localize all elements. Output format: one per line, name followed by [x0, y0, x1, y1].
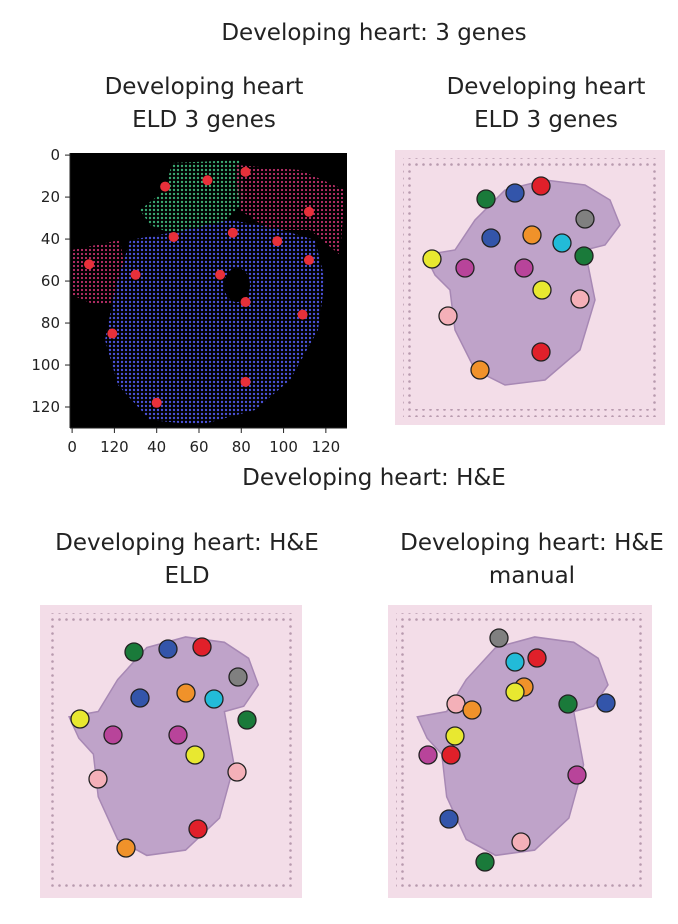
landmark — [70, 709, 90, 729]
landmark — [158, 639, 178, 659]
point — [107, 328, 118, 339]
landmark — [188, 819, 208, 839]
y-tick-label: 20 — [41, 188, 60, 206]
landmark — [574, 246, 594, 266]
landmark — [227, 762, 247, 782]
panel-title: Developing heart: H&E — [55, 530, 319, 556]
x-tick-label: 40 — [147, 438, 166, 456]
y-tick-label: 100 — [31, 356, 60, 374]
landmark — [505, 183, 525, 203]
point — [240, 376, 251, 387]
point — [303, 206, 314, 217]
landmark — [185, 745, 205, 765]
y-tick-label: 80 — [41, 314, 60, 332]
landmark — [470, 360, 490, 380]
landmark — [88, 769, 108, 789]
landmark — [124, 642, 144, 662]
landmark — [130, 688, 150, 708]
landmark — [204, 689, 224, 709]
y-tick-label: 60 — [41, 272, 60, 290]
landmark — [116, 838, 136, 858]
landmark — [237, 710, 257, 730]
panel-title: Developing heart: H&E — [400, 530, 664, 556]
landmark — [505, 652, 525, 672]
landmark — [441, 745, 461, 765]
landmark — [462, 700, 482, 720]
landmark — [476, 189, 496, 209]
point — [130, 269, 141, 280]
x-tick-label: 120 — [100, 438, 129, 456]
heading: Developing heart: H&E — [242, 465, 506, 491]
landmark — [192, 637, 212, 657]
point — [297, 309, 308, 320]
point — [227, 227, 238, 238]
panel-title: ELD 3 genes — [132, 107, 276, 133]
landmark — [481, 228, 501, 248]
landmark — [531, 176, 551, 196]
landmark — [558, 694, 578, 714]
landmark — [489, 628, 509, 648]
panel-title: Developing heart — [105, 74, 304, 100]
landmark — [228, 667, 248, 687]
landmark — [505, 682, 525, 702]
y-tick-label: 120 — [31, 398, 60, 416]
landmark — [438, 306, 458, 326]
landmark — [455, 258, 475, 278]
slide-border — [403, 158, 657, 417]
tissue-hole — [224, 268, 250, 302]
x-tick-label: 120 — [312, 438, 341, 456]
landmark — [176, 683, 196, 703]
landmark — [522, 225, 542, 245]
heading: Developing heart: 3 genes — [221, 20, 526, 46]
landmark — [446, 694, 466, 714]
landmark — [103, 725, 123, 745]
tissue-region — [105, 220, 325, 425]
landmark — [445, 726, 465, 746]
landmark — [475, 852, 495, 872]
landmark — [552, 233, 572, 253]
y-tick-label: 0 — [50, 146, 60, 164]
point — [215, 269, 226, 280]
panel-title: ELD — [164, 563, 209, 589]
landmark — [418, 745, 438, 765]
landmark — [422, 249, 442, 269]
point — [160, 181, 171, 192]
panel-title: manual — [489, 563, 575, 589]
point — [84, 259, 95, 270]
point — [240, 297, 251, 308]
landmark — [514, 258, 534, 278]
landmark — [575, 209, 595, 229]
landmark — [570, 289, 590, 309]
point — [168, 231, 179, 242]
x-tick-label: 0 — [67, 438, 77, 456]
landmark — [439, 809, 459, 829]
landmark — [567, 765, 587, 785]
tissue-region — [235, 165, 345, 255]
point — [240, 166, 251, 177]
landmark — [527, 648, 547, 668]
landmark — [531, 342, 551, 362]
point — [202, 175, 213, 186]
panel-title: Developing heart — [447, 74, 646, 100]
slide-border — [48, 613, 294, 890]
x-tick-label: 100 — [269, 438, 298, 456]
slide-border — [396, 613, 644, 890]
tissue-region — [140, 160, 245, 235]
point — [303, 255, 314, 266]
y-tick-label: 40 — [41, 230, 60, 248]
panel-title: ELD 3 genes — [474, 107, 618, 133]
landmark — [596, 693, 616, 713]
landmark — [532, 280, 552, 300]
x-tick-label: 80 — [232, 438, 251, 456]
landmark — [511, 832, 531, 852]
point — [272, 236, 283, 247]
landmark — [168, 725, 188, 745]
point — [151, 397, 162, 408]
x-tick-label: 60 — [189, 438, 208, 456]
